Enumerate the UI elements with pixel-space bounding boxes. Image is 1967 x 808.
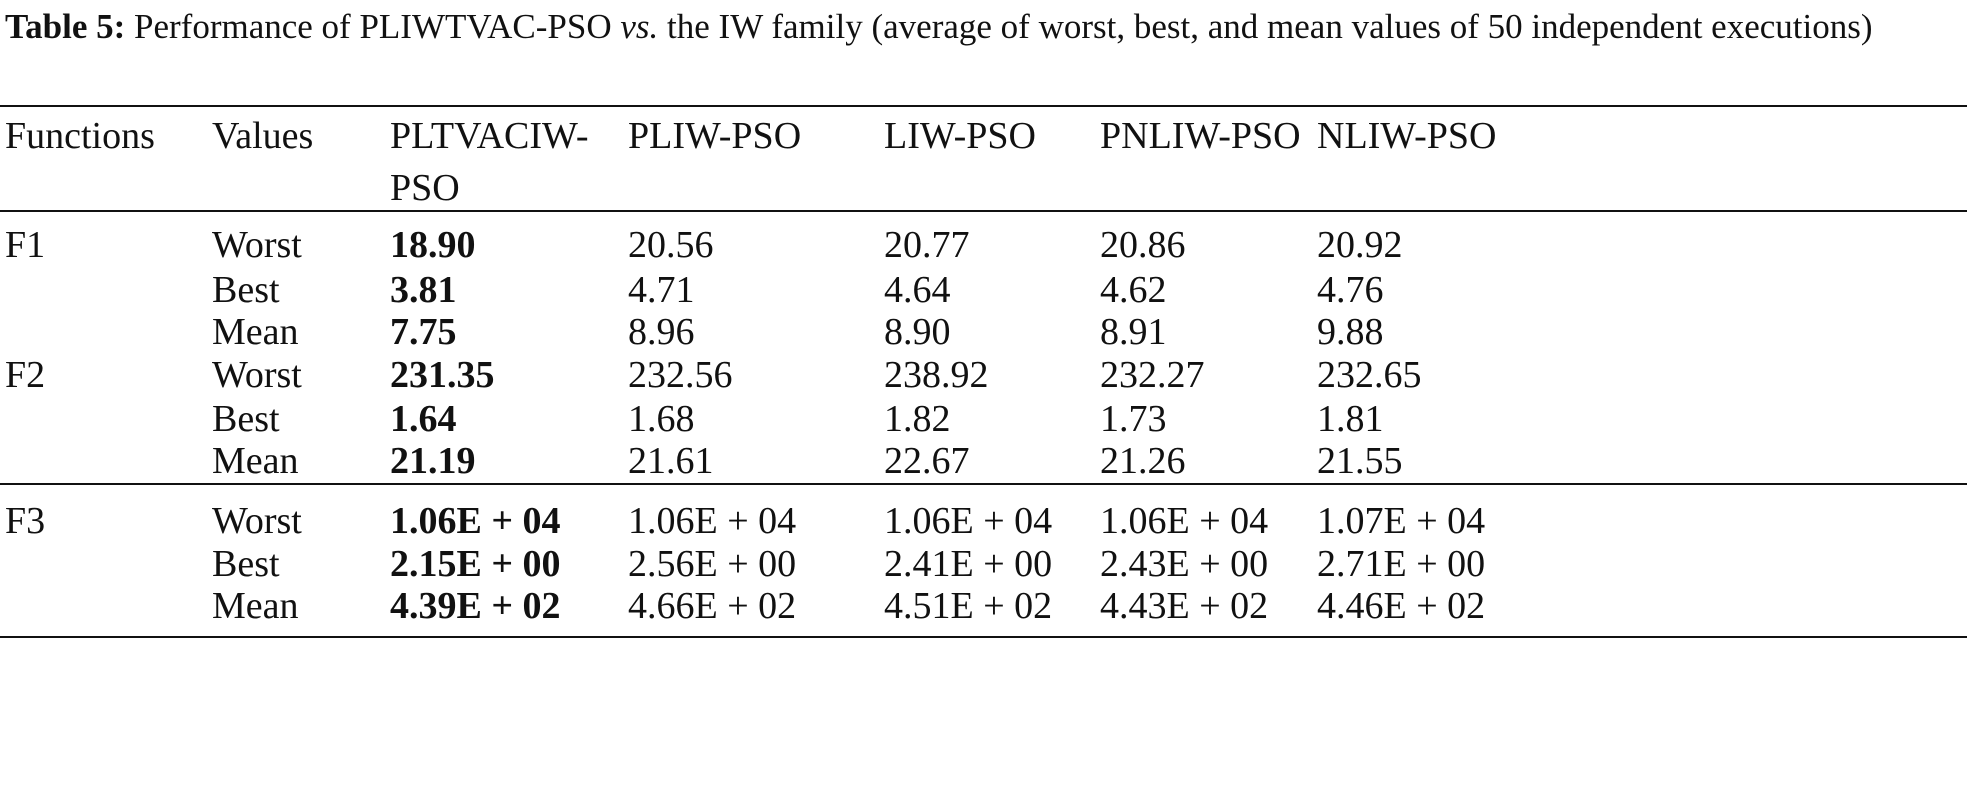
- column-header: PLTVACIW- PSO: [390, 110, 588, 214]
- column-header: Values: [212, 110, 313, 162]
- column-header-line: Functions: [5, 115, 155, 157]
- value-type: Best: [212, 398, 280, 440]
- top-rule: [0, 105, 1967, 107]
- table-cell: 4.43E + 02: [1100, 585, 1269, 627]
- function-label: F1: [5, 224, 46, 266]
- caption-vs: vs.: [620, 7, 659, 46]
- table-cell: 1.06E + 04: [628, 500, 797, 542]
- table-cell: 232.56: [628, 354, 733, 396]
- table-cell: 21.61: [628, 440, 714, 482]
- table-cell: 4.66E + 02: [628, 585, 797, 627]
- table-cell: 18.90: [390, 224, 476, 266]
- table-cell: 1.82: [884, 398, 951, 440]
- column-header-line: Values: [212, 115, 314, 157]
- table-cell: 1.73: [1100, 398, 1167, 440]
- table-cell: 7.75: [390, 311, 457, 353]
- table-cell: 4.39E + 02: [390, 585, 561, 627]
- table-cell: 1.06E + 04: [884, 500, 1053, 542]
- table-cell: 2.43E + 00: [1100, 543, 1269, 585]
- caption-label: Table 5:: [5, 7, 126, 46]
- table-cell: 232.65: [1317, 354, 1422, 396]
- function-label: F2: [5, 354, 46, 396]
- table-cell: 8.96: [628, 311, 695, 353]
- table-cell: 21.19: [390, 440, 476, 482]
- value-type: Mean: [212, 311, 299, 353]
- table-cell: 21.55: [1317, 440, 1403, 482]
- table-cell: 4.62: [1100, 269, 1167, 311]
- column-header-line: LIW-PSO: [884, 115, 1036, 157]
- value-type: Best: [212, 269, 280, 311]
- table-cell: 1.06E + 04: [1100, 500, 1269, 542]
- column-header-line: PLTVACIW-: [390, 115, 589, 157]
- table-cell: 4.76: [1317, 269, 1384, 311]
- table-cell: 4.64: [884, 269, 951, 311]
- value-type: Mean: [212, 440, 299, 482]
- table-cell: 2.15E + 00: [390, 543, 561, 585]
- column-header: Functions: [5, 110, 155, 162]
- value-type: Worst: [212, 224, 302, 266]
- table-cell: 2.41E + 00: [884, 543, 1053, 585]
- table-cell: 231.35: [390, 354, 495, 396]
- table-cell: 8.90: [884, 311, 951, 353]
- table-cell: 21.26: [1100, 440, 1186, 482]
- column-header-line: PNLIW-PSO: [1100, 115, 1301, 157]
- column-header: LIW-PSO: [884, 110, 1036, 162]
- table-cell: 232.27: [1100, 354, 1205, 396]
- table-cell: 20.92: [1317, 224, 1403, 266]
- value-type: Best: [212, 543, 280, 585]
- column-header-line: PLIW-PSO: [628, 115, 802, 157]
- caption-text-2: the IW family (average of worst, best, a…: [658, 7, 1873, 46]
- column-header: NLIW-PSO: [1317, 110, 1496, 162]
- column-header: PLIW-PSO: [628, 110, 801, 162]
- value-type: Worst: [212, 500, 302, 542]
- table-cell: 20.77: [884, 224, 970, 266]
- column-header-line: PSO: [390, 167, 460, 209]
- table-cell: 1.81: [1317, 398, 1384, 440]
- table-cell: 4.46E + 02: [1317, 585, 1486, 627]
- table-cell: 238.92: [884, 354, 989, 396]
- table-cell: 2.71E + 00: [1317, 543, 1486, 585]
- group-rule: [0, 483, 1967, 485]
- table-cell: 1.68: [628, 398, 695, 440]
- table-cell: 1.06E + 04: [390, 500, 561, 542]
- table-cell: 1.64: [390, 398, 457, 440]
- table-cell: 22.67: [884, 440, 970, 482]
- table-cell: 3.81: [390, 269, 457, 311]
- table-cell: 1.07E + 04: [1317, 500, 1486, 542]
- table-caption: Table 5: Performance of PLIWTVAC-PSO vs.…: [5, 4, 1960, 50]
- caption-text-1: Performance of PLIWTVAC-PSO: [125, 7, 621, 46]
- function-label: F3: [5, 500, 46, 542]
- bottom-rule: [0, 636, 1967, 638]
- value-type: Mean: [212, 585, 299, 627]
- table-cell: 4.71: [628, 269, 695, 311]
- header-rule: [0, 210, 1967, 212]
- column-header: PNLIW-PSO: [1100, 110, 1301, 162]
- table-cell: 2.56E + 00: [628, 543, 797, 585]
- column-header-line: NLIW-PSO: [1317, 115, 1497, 157]
- table-cell: 20.86: [1100, 224, 1186, 266]
- table-cell: 20.56: [628, 224, 714, 266]
- table-cell: 8.91: [1100, 311, 1167, 353]
- table-cell: 9.88: [1317, 311, 1384, 353]
- value-type: Worst: [212, 354, 302, 396]
- table-cell: 4.51E + 02: [884, 585, 1053, 627]
